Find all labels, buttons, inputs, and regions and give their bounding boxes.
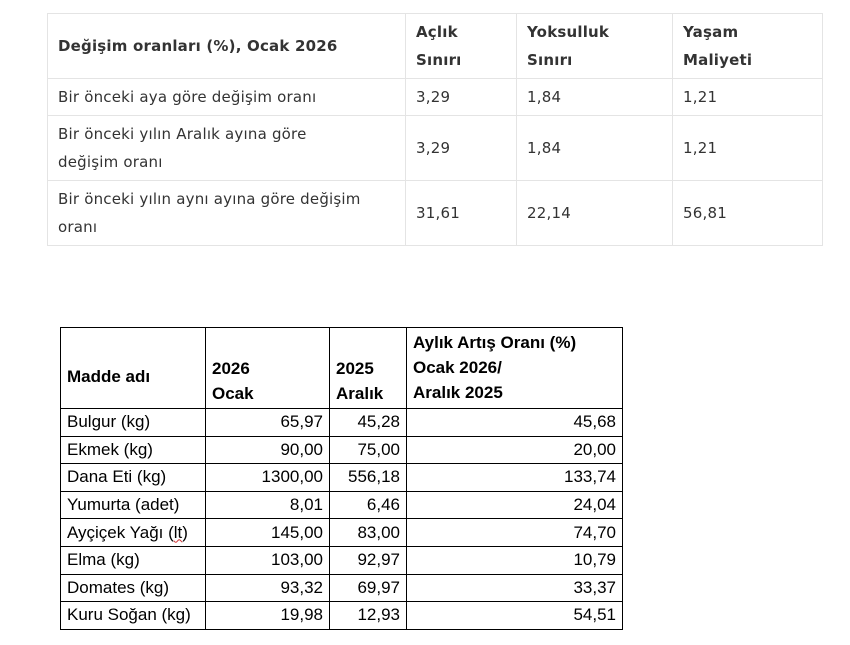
price-2025-cell: 556,18 (329, 463, 407, 492)
table-row: Kuru Soğan (kg) 19,98 12,93 54,51 (60, 601, 623, 630)
price-2025-cell: 83,00 (329, 518, 407, 547)
item-name-cell: Dana Eti (kg) (60, 463, 206, 492)
table-row: Bulgur (kg) 65,97 45,28 45,68 (60, 408, 623, 437)
spellcheck-underline: lt (173, 522, 183, 542)
poverty-value: 1,84 (516, 115, 673, 181)
monthly-change-cell: 24,04 (406, 490, 623, 520)
living-cost-header: Yaşam Maliyeti (672, 13, 823, 79)
item-prices-header-row: Madde adı 2026 Ocak 2025 Aralık Aylık Artı… (60, 327, 623, 409)
item-name-cell: Ayçiçek Yağı (lt) (60, 518, 206, 547)
hunger-value: 31,61 (405, 180, 517, 246)
table-row: Yumurta (adet) 8,01 6,46 24,04 (60, 490, 623, 520)
row-label: Bir önceki aya göre değişim oranı (47, 78, 406, 116)
price-2026-header: 2026 Ocak (205, 327, 330, 409)
table-row: Bir önceki yılın Aralık ayına göre değişi… (47, 115, 823, 181)
rates-label-header: Değişim oranları (%), Ocak 2026 (47, 13, 406, 79)
table-row: Bir önceki aya göre değişim oranı 3,29 1… (47, 78, 823, 116)
item-name-cell: Domates (kg) (60, 573, 206, 603)
price-2025-cell: 12,93 (329, 601, 407, 630)
price-2026-cell: 8,01 (205, 490, 330, 520)
table-row: Domates (kg) 93,32 69,97 33,37 (60, 573, 623, 603)
living-value: 1,21 (672, 78, 823, 116)
monthly-change-cell: 33,37 (406, 573, 623, 603)
item-prices-table: Madde adı 2026 Ocak 2025 Aralık Aylık Artı… (60, 327, 623, 630)
living-value: 1,21 (672, 115, 823, 181)
poverty-value: 1,84 (516, 78, 673, 116)
item-name-cell: Bulgur (kg) (60, 408, 206, 437)
poverty-value: 22,14 (516, 180, 673, 246)
table-row: Ekmek (kg) 90,00 75,00 20,00 (60, 435, 623, 465)
price-2025-header: 2025 Aralık (329, 327, 407, 409)
row-label: Bir önceki yılın Aralık ayına göre değişi… (47, 115, 406, 181)
item-name-cell: Yumurta (adet) (60, 490, 206, 520)
price-2026-cell: 19,98 (205, 601, 330, 630)
price-2025-cell: 45,28 (329, 408, 407, 437)
monthly-change-cell: 54,51 (406, 601, 623, 630)
monthly-change-cell: 20,00 (406, 435, 623, 465)
price-2025-cell: 92,97 (329, 545, 407, 575)
change-rates-header-row: Değişim oranları (%), Ocak 2026 Açlık Sın… (47, 13, 823, 79)
row-label: Bir önceki yılın aynı ayına göre değişim… (47, 180, 406, 246)
price-2026-cell: 1300,00 (205, 463, 330, 492)
item-name-cell: Kuru Soğan (kg) (60, 601, 206, 630)
price-2026-cell: 65,97 (205, 408, 330, 437)
table-row: Ayçiçek Yağı (lt) 145,00 83,00 74,70 (60, 518, 623, 547)
table-row: Elma (kg) 103,00 92,97 10,79 (60, 545, 623, 575)
table-row: Dana Eti (kg) 1300,00 556,18 133,74 (60, 463, 623, 492)
item-name-cell: Ekmek (kg) (60, 435, 206, 465)
item-name-header: Madde adı (60, 327, 206, 409)
price-2025-cell: 69,97 (329, 573, 407, 603)
price-2025-cell: 75,00 (329, 435, 407, 465)
monthly-change-cell: 10,79 (406, 545, 623, 575)
price-2026-cell: 145,00 (205, 518, 330, 547)
price-2025-cell: 6,46 (329, 490, 407, 520)
monthly-change-cell: 45,68 (406, 408, 623, 437)
price-2026-cell: 103,00 (205, 545, 330, 575)
table-row: Bir önceki yılın aynı ayına göre değişim… (47, 180, 823, 246)
monthly-change-header: Aylık Artış Oranı (%) Ocak 2026/Aralık 20… (406, 327, 623, 409)
change-rates-table: Değişim oranları (%), Ocak 2026 Açlık Sın… (47, 13, 823, 246)
hunger-line-header: Açlık Sınırı (405, 13, 517, 79)
monthly-change-cell: 133,74 (406, 463, 623, 492)
hunger-value: 3,29 (405, 78, 517, 116)
item-name-cell: Elma (kg) (60, 545, 206, 575)
price-2026-cell: 93,32 (205, 573, 330, 603)
monthly-change-cell: 74,70 (406, 518, 623, 547)
price-2026-cell: 90,00 (205, 435, 330, 465)
living-value: 56,81 (672, 180, 823, 246)
hunger-value: 3,29 (405, 115, 517, 181)
poverty-line-header: Yoksulluk Sınırı (516, 13, 673, 79)
